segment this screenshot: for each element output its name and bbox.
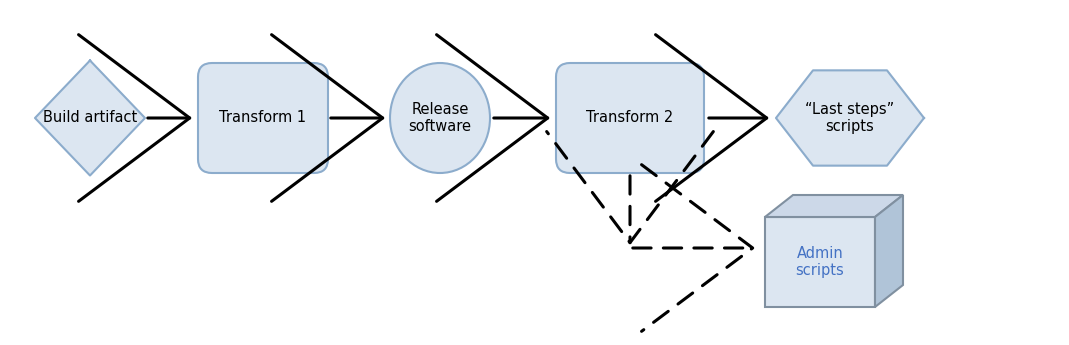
Polygon shape [765, 217, 876, 307]
Text: Admin
scripts: Admin scripts [795, 246, 845, 278]
Text: Release
software: Release software [408, 102, 471, 134]
Polygon shape [765, 195, 903, 217]
FancyBboxPatch shape [198, 63, 328, 173]
Text: Transform 1: Transform 1 [219, 110, 307, 126]
Ellipse shape [390, 63, 490, 173]
Text: Transform 2: Transform 2 [587, 110, 673, 126]
Polygon shape [35, 60, 145, 176]
Polygon shape [876, 195, 903, 307]
Text: “Last steps”
scripts: “Last steps” scripts [805, 102, 895, 134]
Text: Build artifact: Build artifact [43, 110, 137, 126]
Polygon shape [776, 70, 924, 166]
FancyBboxPatch shape [556, 63, 704, 173]
